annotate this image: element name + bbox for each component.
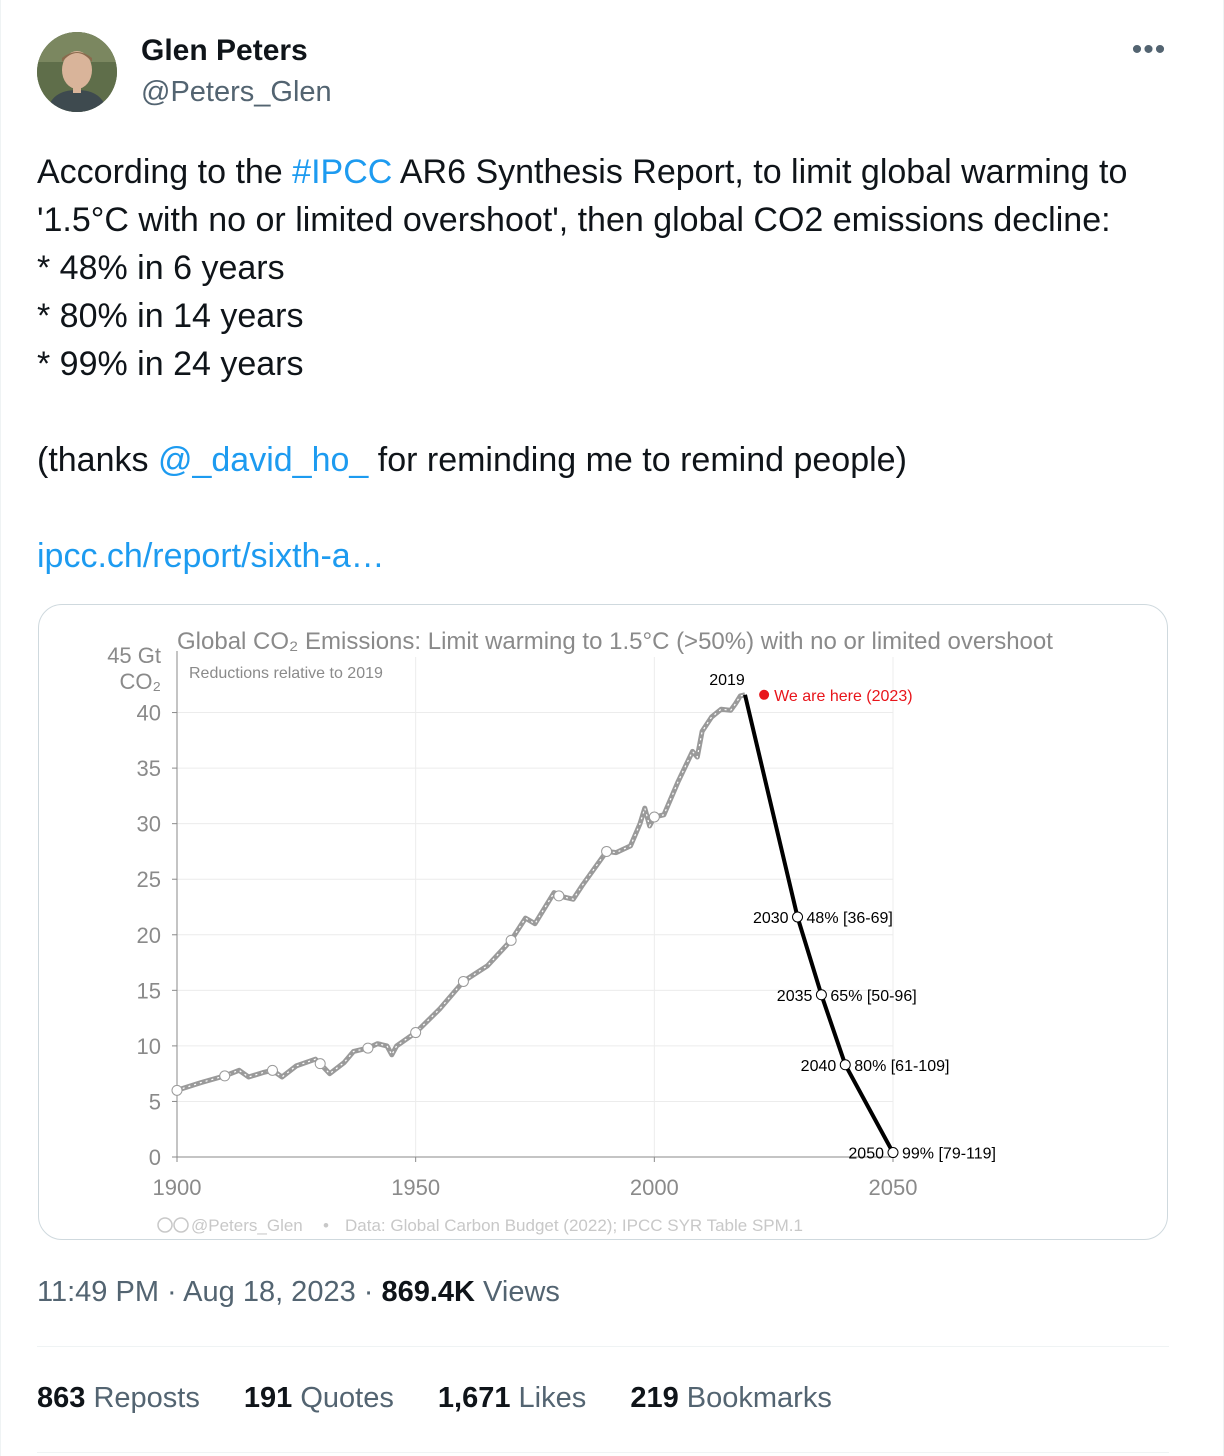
decade-point [553, 890, 565, 902]
y-tick-label: 25 [137, 867, 161, 892]
tweet-meta: 11:49 PM · Aug 18, 2023 · 869.4K Views [37, 1276, 560, 1309]
cc-icon [157, 1217, 173, 1233]
decade-point [410, 1027, 422, 1039]
stat-quotes[interactable]: 191 Quotes [244, 1382, 394, 1415]
point-value-label: 65% [50-96] [830, 988, 916, 1005]
point-year-label: 2050 [848, 1146, 884, 1163]
y-tick-label: 15 [137, 978, 161, 1003]
footer-credit: @Peters_Glen [191, 1216, 303, 1235]
y-tick-label: 20 [137, 923, 161, 948]
footer-separator: • [323, 1216, 329, 1235]
stat-label: Reposts [85, 1382, 200, 1414]
tweet-line: * 99% in 24 years [37, 345, 304, 383]
we-are-here-marker [759, 689, 770, 700]
decade-point [505, 934, 517, 946]
point-value-label: 80% [61-109] [854, 1058, 949, 1075]
separator: · [158, 1276, 184, 1308]
chart-card[interactable]: Global CO₂ Emissions: Limit warming to 1… [38, 604, 1168, 1240]
point-year-label: 2040 [801, 1058, 837, 1075]
y-tick-label: 10 [137, 1034, 161, 1059]
point-year-label: 2019 [709, 672, 745, 689]
tweet-line: (thanks @_david_ho_ for reminding me to … [37, 436, 1187, 484]
point-value-label: 99% [79-119] [902, 1146, 996, 1163]
x-tick-label: 1900 [153, 1175, 202, 1200]
decade-point [362, 1042, 374, 1054]
chart-series [171, 692, 899, 1159]
separator: · [355, 1276, 382, 1308]
stat-count: 1,671 [437, 1382, 511, 1414]
text-span: for reminding me to remind people) [368, 441, 907, 479]
stat-count: 863 [37, 1382, 86, 1414]
chart-subtitle: Reductions relative to 2019 [189, 665, 383, 682]
chart-grid [177, 657, 894, 1157]
y-tick-label: 0 [149, 1145, 161, 1170]
tweet-line: * 48% in 6 years [37, 249, 285, 287]
tweet-time[interactable]: 11:49 PM [37, 1276, 159, 1308]
views-label: Views [475, 1276, 560, 1308]
y-tick-label: 30 [137, 812, 161, 837]
stat-count: 191 [243, 1382, 293, 1414]
pathway-point [815, 989, 827, 1001]
stat-reposts[interactable]: 863 Reposts [37, 1382, 200, 1415]
x-tick-label: 1950 [391, 1175, 440, 1200]
point-year-label: 2035 [777, 988, 813, 1005]
more-options-icon[interactable]: ••• [1131, 33, 1167, 66]
views-count: 869.4K [381, 1276, 475, 1308]
author-handle[interactable]: @Peters_Glen [141, 76, 332, 108]
decade-point [171, 1084, 183, 1096]
we-are-here-label: We are here (2023) [774, 688, 912, 705]
chart: Global CO₂ Emissions: Limit warming to 1… [107, 628, 1053, 1235]
text-span: AR6 Synthesis Report, to limit global wa… [392, 153, 1128, 191]
stat-count: 219 [630, 1382, 679, 1414]
stat-likes[interactable]: 1,671 Likes [438, 1382, 586, 1415]
pathway-point [839, 1059, 851, 1071]
chart-title: Global CO₂ Emissions: Limit warming to 1… [177, 628, 1053, 655]
x-tick-label: 2000 [630, 1175, 679, 1200]
y-axis-label: 45 Gt [107, 643, 161, 668]
footer-source: Data: Global Carbon Budget (2022); IPCC … [345, 1216, 803, 1235]
historical-line [176, 692, 746, 1093]
url-link[interactable]: ipcc.ch/report/sixth-a… [37, 537, 385, 575]
pathway-point [792, 911, 804, 923]
stat-label: Likes [510, 1382, 587, 1414]
divider [37, 1346, 1169, 1347]
decade-point [314, 1058, 326, 1070]
tweet-line: * 80% in 14 years [37, 297, 304, 335]
chart-axes: 0 5 10 15 20 25 30 35 40 1900 1950 2000 2050 [137, 651, 918, 1200]
author-name[interactable]: Glen Peters [141, 34, 308, 67]
stat-label: Bookmarks [678, 1382, 832, 1414]
avatar[interactable] [37, 32, 117, 112]
text-span: (thanks [37, 441, 158, 479]
chart-footer: @Peters_Glen • Data: Global Carbon Budge… [157, 1216, 803, 1235]
mention-link[interactable]: @_david_ho_ [157, 441, 369, 479]
point-value-label: 48% [36-69] [807, 910, 893, 927]
y-tick-label: 5 [149, 1089, 161, 1114]
decade-point [457, 975, 469, 987]
tweet-line: '1.5°C with no or limited overshoot', th… [37, 201, 1111, 239]
historical-dots [176, 694, 746, 1091]
stat-bookmarks[interactable]: 219 Bookmarks [630, 1382, 832, 1415]
tweet-date[interactable]: Aug 18, 2023 [183, 1276, 356, 1308]
decade-point [648, 811, 660, 823]
y-axis-unit: CO₂ [119, 669, 161, 694]
hashtag-link[interactable]: #IPCC [292, 153, 393, 191]
decade-point [601, 845, 613, 857]
text-span: According to the [37, 153, 293, 191]
stat-label: Quotes [292, 1382, 394, 1414]
divider [37, 1452, 1169, 1453]
x-tick-label: 2050 [869, 1175, 918, 1200]
point-year-label: 2030 [753, 910, 789, 927]
avatar-image [37, 32, 117, 112]
y-tick-label: 35 [137, 756, 161, 781]
pathway-point [887, 1147, 899, 1159]
decade-point [219, 1070, 231, 1082]
tweet-line: According to the #IPCC AR6 Synthesis Rep… [37, 148, 1187, 196]
decade-point [266, 1064, 278, 1076]
by-icon [173, 1217, 189, 1233]
engagement-stats: 863 Reposts 191 Quotes 1,671 Likes 219 B… [37, 1382, 868, 1415]
tweet-text: According to the #IPCC AR6 Synthesis Rep… [37, 148, 1187, 580]
y-tick-label: 40 [137, 701, 161, 726]
chart-labels: 2019 2030 48% [36-69] 2035 65% [50-96] 2040 80… [709, 672, 996, 1163]
